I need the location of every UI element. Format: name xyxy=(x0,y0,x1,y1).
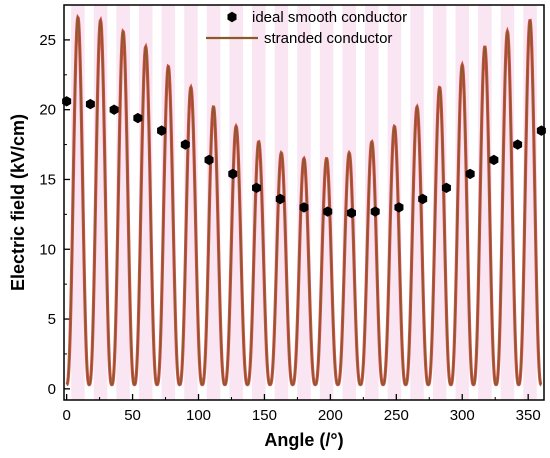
x-tick-label: 250 xyxy=(384,407,409,424)
background-band xyxy=(252,5,266,400)
data-point xyxy=(133,112,143,124)
x-tick-label: 300 xyxy=(450,407,475,424)
data-point xyxy=(536,125,546,136)
data-point xyxy=(109,104,119,115)
background-band xyxy=(365,5,379,400)
data-point xyxy=(489,154,499,166)
y-tick-label: 20 xyxy=(39,102,56,119)
background-band xyxy=(387,5,402,400)
y-tick-label: 25 xyxy=(39,32,56,49)
data-point xyxy=(275,193,285,205)
data-point xyxy=(252,182,262,194)
legend-label-stranded: stranded conductor xyxy=(264,30,392,47)
background-band xyxy=(342,5,356,400)
data-point xyxy=(299,202,309,213)
y-tick-label: 10 xyxy=(39,241,56,258)
data-point xyxy=(465,168,475,180)
data-point xyxy=(441,182,451,194)
background-band xyxy=(184,5,198,400)
background-band xyxy=(432,5,447,400)
tick-group: 0 50 100 150 200 250 300 350 0 5 10 15 20 25 xyxy=(39,32,540,424)
y-tick-label: 5 xyxy=(48,311,56,328)
data-point xyxy=(513,139,523,150)
data-point xyxy=(180,139,190,150)
background-band xyxy=(410,5,424,400)
data-point xyxy=(346,207,356,219)
x-tick-label: 350 xyxy=(516,407,541,424)
legend: ideal smooth conductor stranded conducto… xyxy=(206,9,407,47)
x-tick-label: 100 xyxy=(186,407,211,424)
background-band xyxy=(206,5,221,400)
x-axis-title: Angle (/°) xyxy=(264,430,343,450)
x-tick-label: 200 xyxy=(318,407,343,424)
data-point xyxy=(228,168,238,180)
data-point xyxy=(418,193,428,205)
data-point xyxy=(394,202,404,213)
x-tick-label: 50 xyxy=(124,407,141,424)
background-band xyxy=(319,5,334,400)
x-tick-label: 150 xyxy=(252,407,277,424)
data-point xyxy=(157,125,167,136)
background-band xyxy=(229,5,243,400)
stranded-curve-line xyxy=(66,15,542,386)
data-point xyxy=(370,206,380,217)
stranded-conductor-series xyxy=(65,13,543,387)
data-point xyxy=(323,206,333,217)
plot-frame xyxy=(63,4,545,401)
ideal-smooth-conductor-series xyxy=(62,96,546,219)
data-point xyxy=(62,96,72,107)
y-tick-label: 15 xyxy=(39,171,56,188)
data-point xyxy=(204,154,214,166)
y-tick-label: 0 xyxy=(48,381,56,398)
y-axis-title: Electric field (kV/cm) xyxy=(8,114,28,291)
legend-label-ideal: ideal smooth conductor xyxy=(252,9,407,26)
x-tick-label: 0 xyxy=(62,407,70,424)
data-point xyxy=(85,98,95,110)
legend-marker-hexagon xyxy=(227,11,237,23)
